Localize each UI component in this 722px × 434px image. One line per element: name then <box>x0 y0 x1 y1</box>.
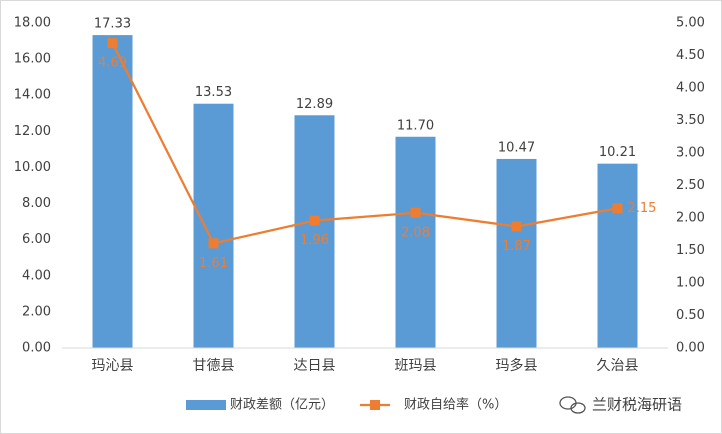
y2-tick-label: 1.50 <box>676 243 705 258</box>
legend-label: 财政差额（亿元） <box>230 398 334 413</box>
x-tick-label: 久治县 <box>597 358 639 374</box>
y-tick-label: 4.00 <box>22 268 51 283</box>
line-marker <box>511 221 522 232</box>
x-tick-label: 玛多县 <box>496 357 538 374</box>
y2-tick-label: 0.50 <box>676 308 705 323</box>
y2-tick-label: 5.00 <box>676 16 705 31</box>
line-marker <box>208 238 219 249</box>
y-tick-label: 14.00 <box>14 88 51 103</box>
line-marker <box>612 203 623 214</box>
bar <box>395 136 436 348</box>
data-label: 12.89 <box>296 97 333 112</box>
data-label: 4.69 <box>98 56 127 71</box>
y-tick-label: 16.00 <box>14 52 51 67</box>
bar <box>193 103 234 348</box>
data-label: 1.61 <box>199 256 228 271</box>
bar <box>92 35 133 348</box>
y2-tick-label: 3.00 <box>676 146 705 161</box>
data-label: 11.70 <box>397 118 434 133</box>
bar <box>294 115 335 348</box>
y2-tick-label: 1.00 <box>676 276 705 291</box>
y-tick-label: 12.00 <box>14 124 51 139</box>
y-tick-label: 6.00 <box>22 232 51 247</box>
line <box>111 42 618 245</box>
y-tick-label: 10.00 <box>14 160 51 175</box>
data-label: 2.15 <box>628 201 657 216</box>
data-label: 10.21 <box>599 145 636 160</box>
data-label: 10.47 <box>498 140 535 155</box>
y2-tick-label: 2.50 <box>676 178 705 193</box>
y2-tick-label: 2.00 <box>676 211 705 226</box>
x-tick-label: 甘德县 <box>193 358 235 374</box>
legend-swatch <box>186 400 226 410</box>
data-label: 1.96 <box>300 233 329 248</box>
y-tick-label: 8.00 <box>22 196 51 211</box>
line-marker <box>410 207 421 218</box>
data-label: 17.33 <box>94 17 131 32</box>
data-label: 1.87 <box>502 239 531 254</box>
legend-marker <box>370 400 381 410</box>
y2-tick-label: 4.00 <box>676 81 705 96</box>
y-tick-label: 2.00 <box>22 304 51 319</box>
watermark-icon <box>559 396 586 414</box>
line-marker <box>309 215 320 226</box>
x-tick-label: 玛沁县 <box>92 358 134 374</box>
bar <box>496 158 537 348</box>
line-marker <box>107 38 118 49</box>
watermark: 兰财税海研语 <box>592 396 682 414</box>
data-label: 13.53 <box>195 85 232 100</box>
x-tick-label: 达日县 <box>294 358 336 374</box>
bar <box>597 163 638 348</box>
x-tick-label: 班玛县 <box>395 358 437 374</box>
legend-label: 财政自给率（%） <box>404 397 507 413</box>
y-tick-label: 18.00 <box>14 16 51 31</box>
y2-tick-label: 0.00 <box>676 341 705 356</box>
y2-tick-label: 3.50 <box>676 113 705 128</box>
y-tick-label: 0.00 <box>22 341 51 356</box>
y2-tick-label: 4.50 <box>676 48 705 63</box>
data-label: 2.08 <box>401 225 430 240</box>
